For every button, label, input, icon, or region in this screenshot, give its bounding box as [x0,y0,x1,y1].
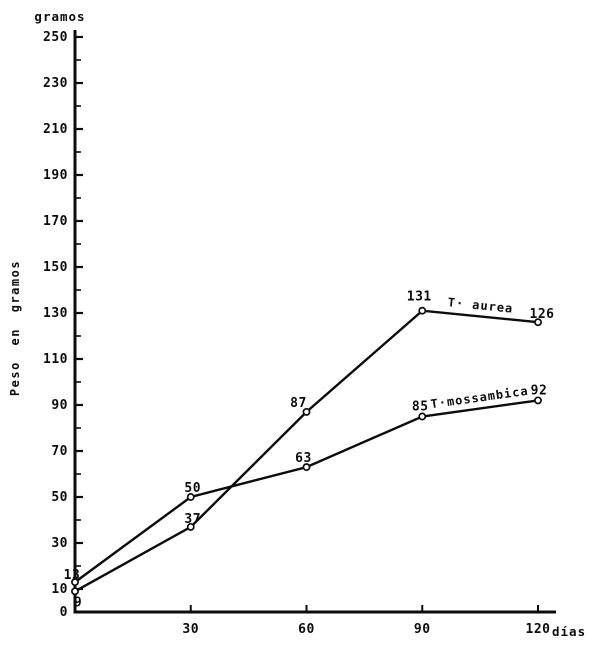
y-tick-label: 70 [51,444,68,459]
data-point-marker [302,463,311,472]
y-tick-label: 10 [51,582,68,597]
data-point-marker [186,522,195,531]
y-tick-label: 0 [60,605,68,620]
y-tick-label: 170 [43,214,68,229]
y-tick-label: 190 [43,168,68,183]
data-point-marker [302,407,311,416]
series-line-t-mossambica [74,399,539,584]
x-axis-label: días [552,624,587,639]
data-point-label: 131 [407,290,432,305]
y-axis-unit-title: gramos [34,9,86,24]
data-point-marker [418,306,427,315]
x-tick-label: 60 [298,622,315,637]
data-point-marker [186,493,195,501]
y-tick-label: 50 [51,490,68,505]
data-point-label: 92 [531,383,548,398]
y-tick-label: 90 [51,398,68,413]
y-tick-label: 110 [43,352,68,367]
y-tick-label: 210 [43,122,68,137]
data-point-label: 37 [184,512,201,527]
data-point-label: 126 [530,307,555,322]
y-tick-label: 150 [43,260,68,275]
data-point-label: 50 [184,481,201,496]
data-point-label: 85 [412,400,429,415]
data-point-marker [71,578,79,587]
x-tick-label: 90 [414,622,431,637]
y-tick-label: 230 [43,76,68,91]
y-tick-label: 250 [43,30,68,45]
data-point-marker [418,412,427,421]
y-tick-label: 130 [43,306,68,321]
data-point-marker [534,318,542,327]
data-point-label: 87 [290,396,307,411]
series-name-label: T· aurea [447,295,514,315]
x-tick-label: 120 [526,622,551,637]
data-point-label: 63 [295,451,312,466]
data-point-label: 9 [74,595,82,610]
data-point-label: 13 [64,568,81,583]
data-point-marker [71,587,79,596]
x-tick-label: 30 [182,622,199,637]
y-tick-label: 30 [51,536,68,551]
series-name-label: T·mossambica [430,384,530,411]
data-point-marker [534,396,542,405]
